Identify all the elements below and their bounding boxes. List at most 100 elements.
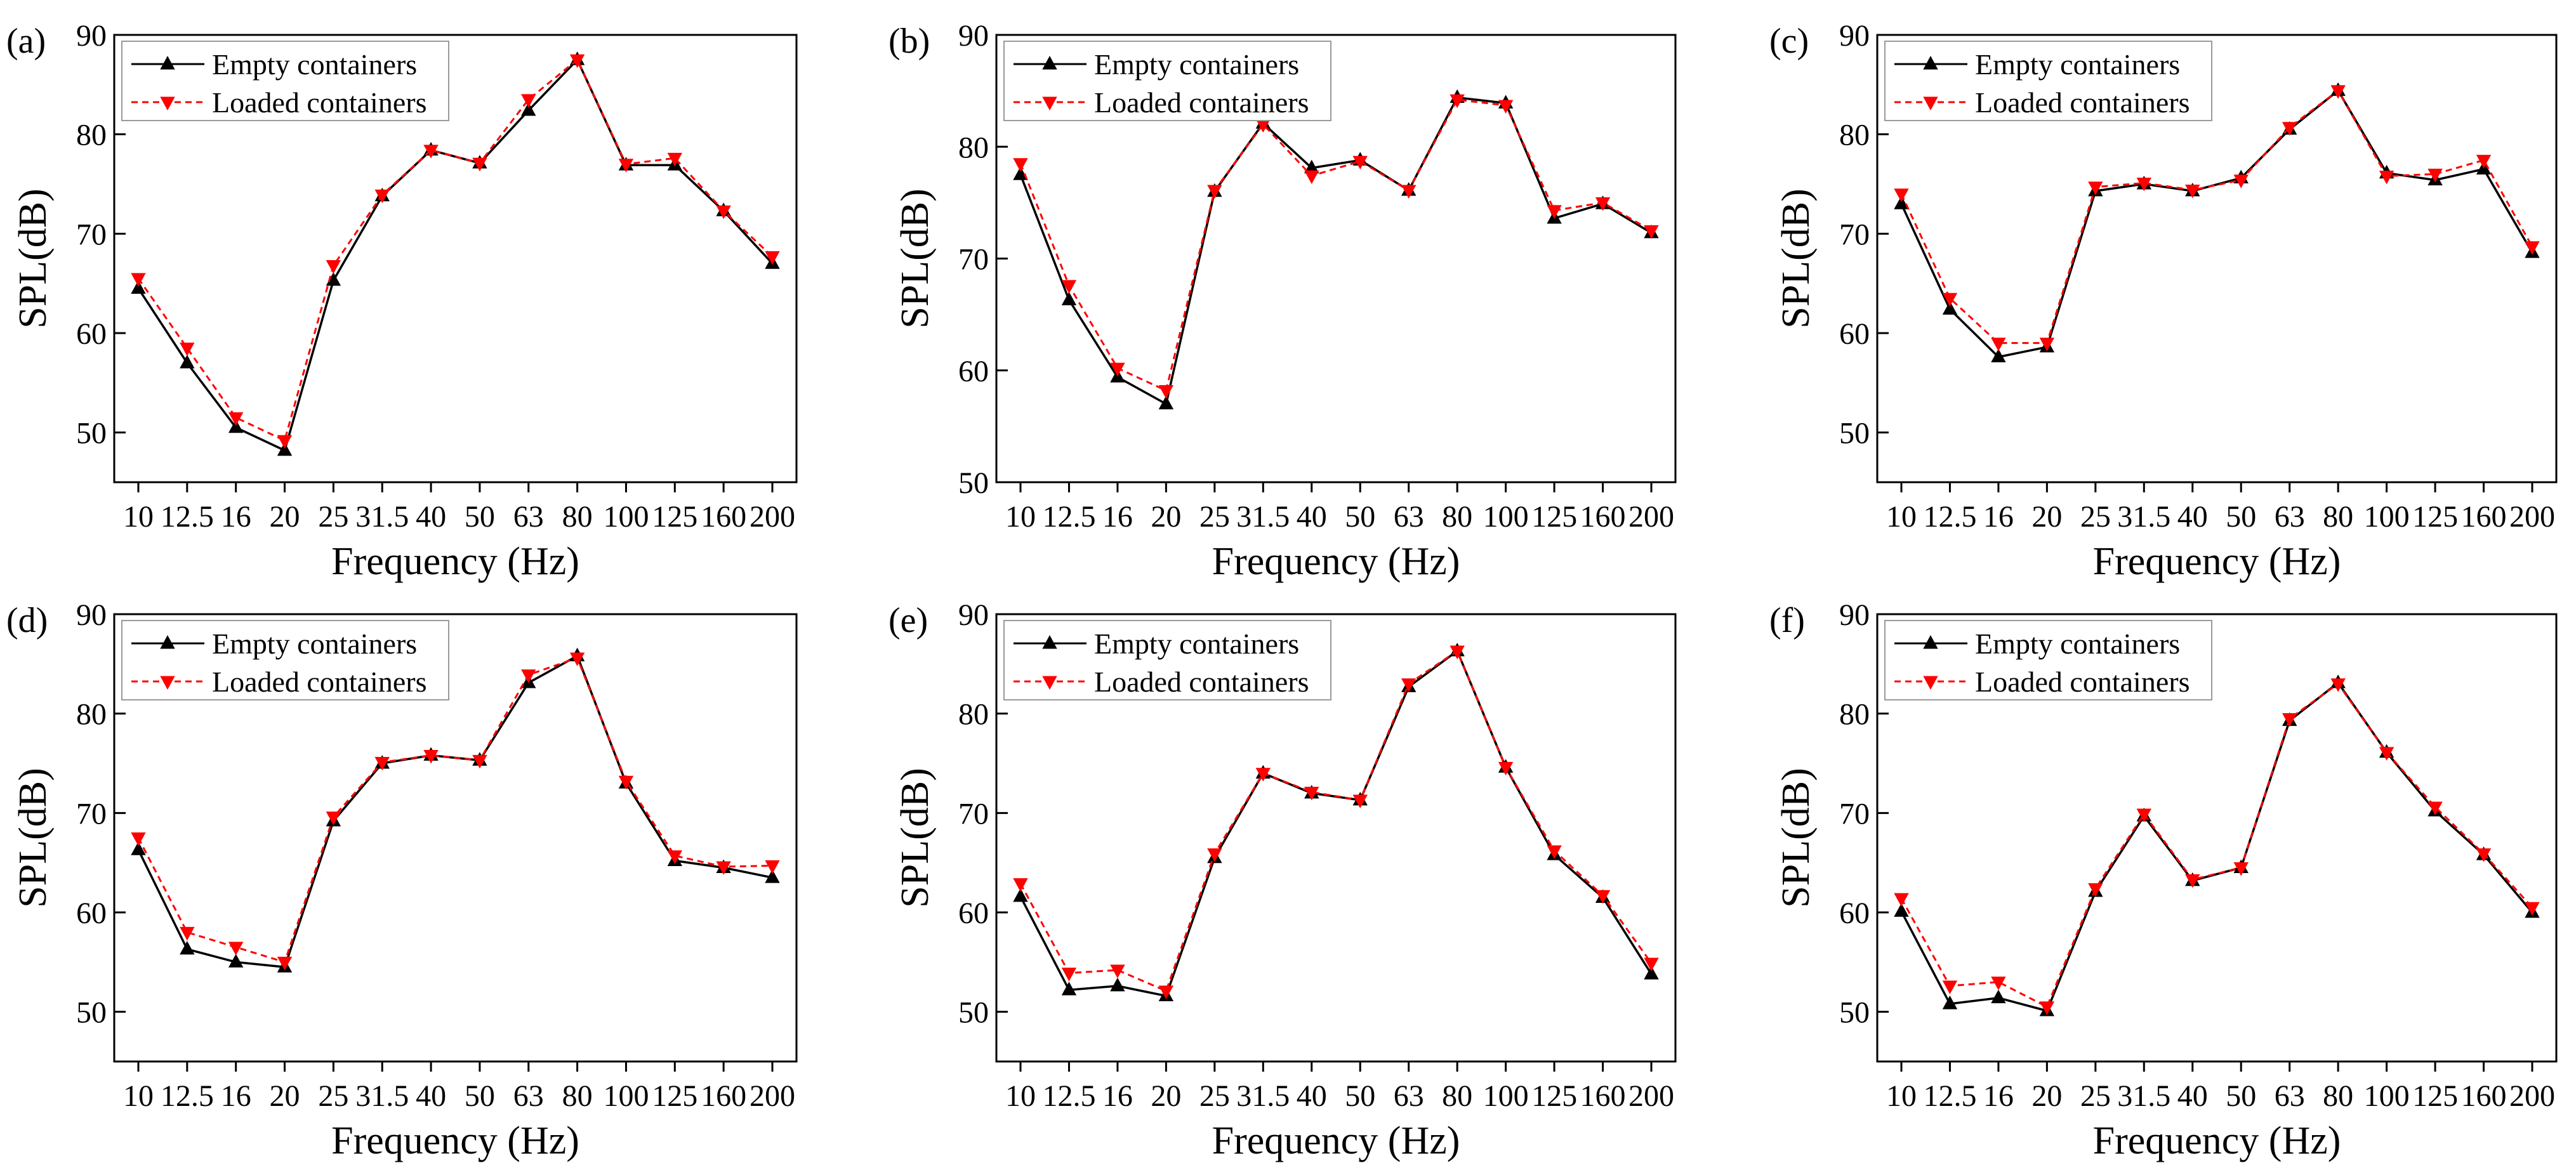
data-point-empty bbox=[1644, 966, 1659, 980]
data-point-loaded bbox=[326, 812, 341, 825]
x-axis-title: Frequency (Hz) bbox=[331, 540, 579, 583]
data-point-loaded bbox=[2185, 874, 2200, 888]
data-point-empty bbox=[1894, 903, 1909, 917]
legend-marker bbox=[160, 96, 175, 110]
data-point-loaded bbox=[326, 260, 341, 274]
legend-marker bbox=[1923, 56, 1938, 70]
data-point-loaded bbox=[374, 756, 390, 771]
x-tick-label: 10 bbox=[1886, 1079, 1917, 1113]
legend-label: Empty containers bbox=[212, 48, 417, 81]
y-tick-label: 60 bbox=[958, 897, 989, 930]
y-tick-label: 70 bbox=[76, 797, 107, 831]
data-point-loaded bbox=[716, 205, 731, 220]
series-line-loaded bbox=[137, 657, 773, 964]
x-tick-label: 12.5 bbox=[161, 500, 214, 534]
data-point-loaded bbox=[2282, 713, 2297, 727]
data-point-loaded bbox=[1894, 893, 1909, 907]
data-point-loaded bbox=[1547, 845, 1562, 859]
y-tick-label: 50 bbox=[1839, 996, 1870, 1030]
x-tick-label: 100 bbox=[603, 500, 649, 534]
x-tick-label: 16 bbox=[1102, 1079, 1133, 1113]
data-point-loaded bbox=[1894, 188, 1909, 202]
data-point-loaded bbox=[1595, 197, 1611, 211]
x-tick-label: 50 bbox=[2226, 500, 2256, 534]
x-tick-label: 20 bbox=[1151, 500, 1181, 534]
legend-label: Loaded containers bbox=[1094, 666, 1309, 698]
legend-label: Empty containers bbox=[1094, 48, 1299, 81]
x-axis-title: Frequency (Hz) bbox=[1212, 540, 1460, 583]
x-tick-label: 125 bbox=[652, 1079, 697, 1113]
x-tick-label: 12.5 bbox=[1042, 1079, 1095, 1113]
data-point-loaded bbox=[1644, 225, 1659, 239]
x-tick-label: 10 bbox=[1886, 500, 1917, 534]
data-point-loaded bbox=[423, 750, 439, 764]
legend-label: Loaded containers bbox=[1094, 86, 1309, 119]
data-point-loaded bbox=[2039, 1001, 2055, 1015]
y-tick-label: 50 bbox=[958, 996, 989, 1030]
data-point-loaded bbox=[618, 775, 634, 790]
y-tick-label: 90 bbox=[76, 598, 107, 632]
data-point-loaded bbox=[1498, 100, 1514, 114]
chart-panel-5: 50 60 70 80 90 10 12.5 16 20 25 31.5 40 50 63 80 100 125… bbox=[1769, 598, 2558, 1162]
data-point-loaded bbox=[1498, 761, 1514, 776]
data-point-loaded bbox=[1158, 985, 1174, 999]
data-point-loaded bbox=[569, 652, 585, 666]
x-axis-title: Frequency (Hz) bbox=[331, 1119, 579, 1162]
x-tick-label: 16 bbox=[221, 500, 251, 534]
x-tick-label: 25 bbox=[318, 1079, 348, 1113]
x-tick-label: 125 bbox=[2412, 1079, 2458, 1113]
x-tick-label: 25 bbox=[1199, 500, 1230, 534]
x-axis-title: Frequency (Hz) bbox=[2093, 1119, 2341, 1162]
data-point-loaded bbox=[277, 435, 293, 449]
x-tick-label: 100 bbox=[1483, 500, 1529, 534]
x-tick-label: 25 bbox=[2080, 1079, 2111, 1113]
series-line-loaded bbox=[1900, 682, 2533, 1008]
y-tick-label: 90 bbox=[76, 19, 107, 53]
data-point-loaded bbox=[1352, 794, 1368, 808]
legend-marker bbox=[160, 56, 175, 70]
data-point-loaded bbox=[2185, 184, 2200, 199]
series-line-loaded bbox=[1900, 89, 2533, 345]
data-point-loaded bbox=[618, 159, 634, 173]
y-tick-label: 60 bbox=[958, 355, 989, 388]
legend-marker bbox=[1923, 96, 1938, 110]
data-point-loaded bbox=[1207, 848, 1222, 862]
data-point-loaded bbox=[1255, 119, 1271, 133]
x-tick-label: 10 bbox=[1005, 1079, 1036, 1113]
x-tick-label: 125 bbox=[2412, 500, 2458, 534]
x-tick-label: 40 bbox=[1297, 1079, 1327, 1113]
chart-panel-3: 50 60 70 80 90 10 12.5 16 20 25 31.5 40 50 63 80 100 125… bbox=[6, 598, 798, 1162]
plot-frame bbox=[1876, 613, 2558, 1063]
panel-label: (b) bbox=[888, 22, 930, 61]
data-point-loaded bbox=[131, 273, 146, 287]
x-tick-label: 20 bbox=[270, 1079, 300, 1113]
data-point-loaded bbox=[423, 145, 439, 159]
chart-panel-1: 50 60 70 80 90 10 12.5 16 20 25 31.5 40 50 63 80 100 125… bbox=[888, 19, 1677, 583]
data-point-loaded bbox=[1547, 205, 1562, 219]
x-tick-label: 40 bbox=[416, 1079, 446, 1113]
data-point-loaded bbox=[2476, 154, 2492, 169]
x-tick-label: 40 bbox=[2177, 500, 2208, 534]
data-point-loaded bbox=[2427, 801, 2443, 815]
x-tick-label: 12.5 bbox=[161, 1079, 214, 1113]
x-tick-label: 80 bbox=[562, 500, 593, 534]
legend-marker bbox=[1042, 56, 1057, 70]
data-point-loaded bbox=[2088, 181, 2103, 195]
data-point-loaded bbox=[1061, 968, 1077, 982]
x-tick-label: 200 bbox=[1628, 1079, 1674, 1113]
data-point-loaded bbox=[472, 157, 487, 172]
data-point-loaded bbox=[2476, 848, 2492, 862]
x-tick-label: 40 bbox=[416, 500, 446, 534]
x-tick-label: 80 bbox=[2323, 1079, 2353, 1113]
legend-marker bbox=[160, 635, 175, 649]
data-point-loaded bbox=[228, 942, 244, 956]
plot-frame bbox=[113, 613, 798, 1063]
x-tick-label: 16 bbox=[1983, 500, 2014, 534]
x-tick-label: 16 bbox=[1983, 1079, 2014, 1113]
x-tick-label: 50 bbox=[465, 1079, 495, 1113]
data-point-empty bbox=[1110, 977, 1125, 992]
data-point-empty bbox=[1894, 195, 1909, 209]
data-point-loaded bbox=[1595, 890, 1611, 904]
data-point-loaded bbox=[1644, 957, 1659, 971]
x-tick-label: 80 bbox=[562, 1079, 593, 1113]
